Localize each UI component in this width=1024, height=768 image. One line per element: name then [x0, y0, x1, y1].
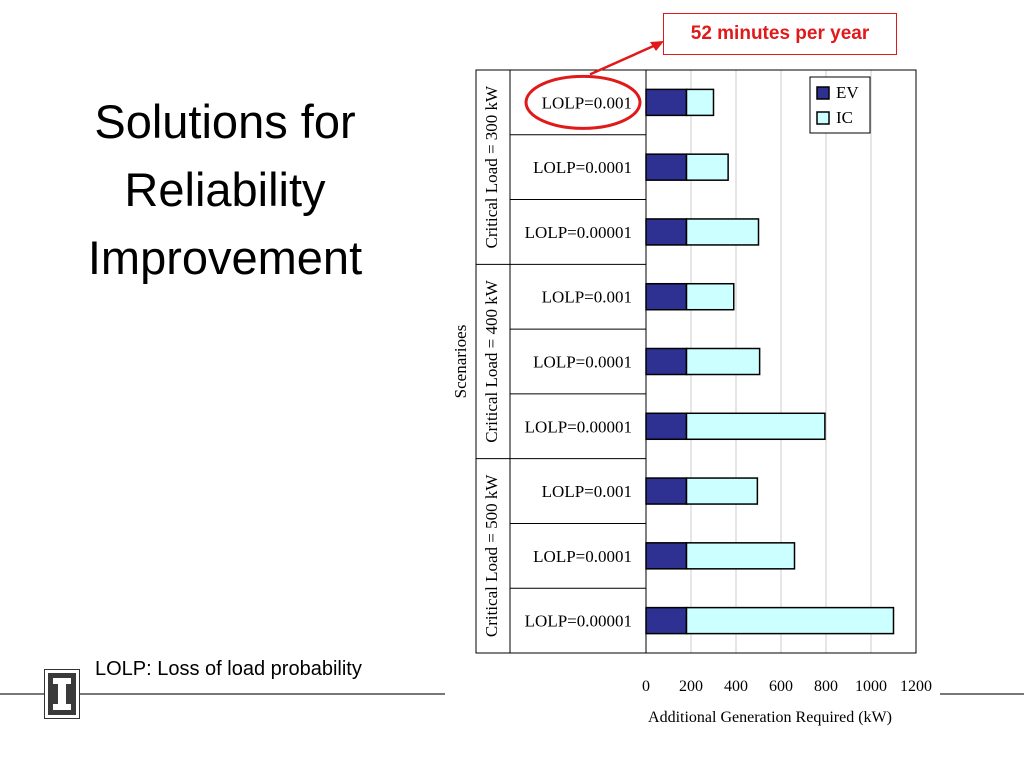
university-logo-icon: [44, 669, 80, 719]
bar-ev: [645, 347, 688, 376]
bar-ic: [685, 477, 759, 505]
bar-ic: [685, 412, 826, 441]
bar-ev: [645, 477, 688, 505]
footer-divider-left: [0, 693, 445, 695]
annotation-arrow-line: [589, 42, 659, 76]
legend-label-ev: EV: [836, 83, 859, 102]
x-tick-label: 200: [679, 678, 703, 695]
legend-swatch-ev: [816, 86, 830, 100]
x-tick-label: 400: [724, 678, 748, 695]
bar-ic: [685, 282, 735, 311]
legend-label-ic: IC: [836, 108, 853, 127]
bar-ic: [685, 218, 760, 246]
legend-swatch-ic: [816, 111, 830, 125]
category-label: LOLP=0.001: [542, 288, 632, 307]
category-label: LOLP=0.001: [542, 482, 632, 501]
x-tick-label: 1000: [855, 678, 887, 695]
footnote: LOLP: Loss of load probability: [95, 658, 362, 680]
bar-ic: [685, 542, 796, 570]
bar-ic: [685, 88, 715, 117]
category-label: LOLP=0.0001: [533, 158, 632, 177]
group-label: Critical Load = 300 kW: [482, 85, 501, 249]
category-label: LOLP=0.001: [542, 93, 632, 112]
group-label: Critical Load = 500 kW: [482, 474, 501, 638]
category-label: LOLP=0.0001: [533, 353, 632, 372]
title-line-1: Solutions for: [94, 95, 356, 148]
bar-ev: [645, 606, 688, 635]
group-label: Critical Load = 400 kW: [482, 279, 501, 443]
annotation-ellipse: [524, 74, 642, 130]
x-tick-label: 1200: [900, 678, 932, 695]
callout-box: 52 minutes per year: [663, 13, 897, 55]
annotation-arrow-head: [650, 41, 664, 51]
x-tick-label: 0: [642, 678, 650, 695]
footer-divider-right: [940, 693, 1024, 695]
bar-ic: [685, 606, 895, 635]
title-line-3: Improvement: [87, 231, 363, 284]
category-label: LOLP=0.00001: [525, 223, 632, 242]
title-line-2: Reliability: [124, 163, 326, 216]
bar-ev: [645, 542, 688, 570]
bar-ev: [645, 153, 688, 181]
chart-frame: [475, 69, 917, 654]
x-tick-label: 600: [769, 678, 793, 695]
category-label: LOLP=0.0001: [533, 547, 632, 566]
x-axis-title: Additional Generation Required (kW): [648, 709, 892, 726]
bar-ev: [645, 88, 688, 117]
bar-ev: [645, 218, 688, 246]
bar-ev: [645, 412, 688, 441]
x-tick-label: 800: [814, 678, 838, 695]
bar-ic: [685, 153, 729, 181]
category-label: LOLP=0.00001: [525, 612, 632, 631]
category-label: LOLP=0.00001: [525, 417, 632, 436]
y-axis-title: Scenarioes: [451, 325, 470, 399]
bar-ic: [685, 347, 761, 376]
slide-title: Solutions for Reliability Improvement: [30, 88, 420, 292]
bar-ev: [645, 282, 688, 311]
